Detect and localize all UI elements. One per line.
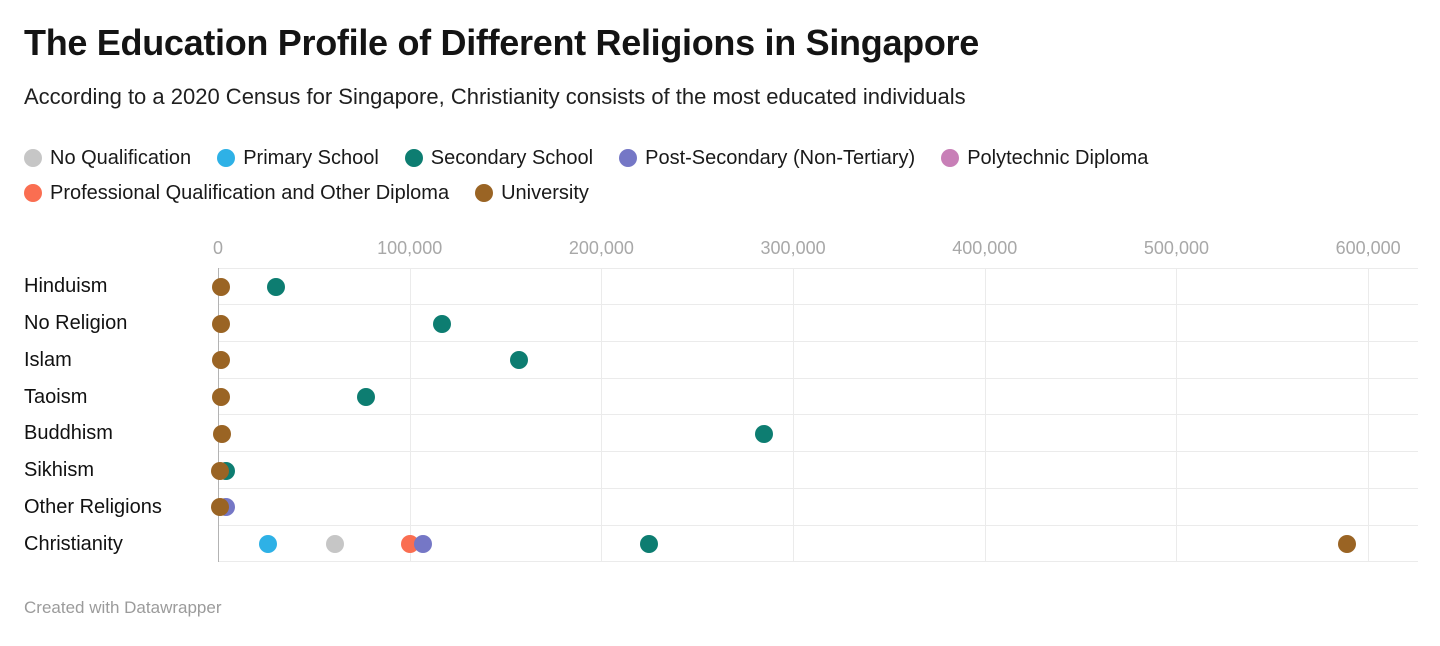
data-point-dot[interactable]	[325, 535, 344, 554]
data-point-dot[interactable]	[211, 388, 230, 407]
x-tick-label: 400,000	[952, 238, 1018, 259]
x-tick-label: 500,000	[1143, 238, 1209, 259]
legend-item: Polytechnic Diploma	[941, 145, 1148, 171]
legend-swatch-icon	[619, 149, 638, 168]
category-label: Hinduism	[24, 275, 108, 298]
y-axis-labels: Hinduism No Religion Islam Taoism Buddhism Si…	[24, 268, 218, 562]
category-label: Other Religions	[24, 495, 162, 518]
legend-item: Primary School	[217, 145, 379, 171]
legend-item: Post-Secondary (Non-Tertiary)	[619, 145, 915, 171]
legend-item: Secondary School	[404, 145, 594, 171]
dot-plot-chart: 0 100,000 200,000 300,000 400,000 500,000 600,…	[24, 238, 1418, 563]
data-point-dot[interactable]	[211, 351, 230, 370]
legend-swatch-icon	[217, 149, 236, 168]
data-point-dot[interactable]	[266, 277, 285, 296]
grid-line	[409, 268, 411, 563]
category-label: Sikhism	[24, 459, 95, 482]
row-band	[218, 452, 1418, 489]
row-band	[218, 305, 1418, 342]
x-tick-label: 100,000	[377, 238, 443, 259]
category-label: No Religion	[24, 312, 128, 335]
legend-label: Polytechnic Diploma	[967, 147, 1149, 170]
legend-label: Professional Qualification and Other Dip…	[50, 182, 450, 205]
x-tick-label: 600,000	[1335, 238, 1401, 259]
row-band	[218, 526, 1418, 563]
data-point-dot[interactable]	[212, 424, 231, 443]
legend-label: Secondary School	[430, 147, 594, 170]
row-band	[218, 268, 1418, 306]
plot-row: Hinduism No Religion Islam Taoism Buddhism Si…	[24, 268, 1418, 563]
data-point-dot[interactable]	[1338, 535, 1357, 554]
data-point-dot[interactable]	[258, 535, 277, 554]
row-band	[218, 379, 1418, 416]
data-point-dot[interactable]	[211, 277, 230, 296]
category-label: Christianity	[24, 532, 123, 555]
legend-swatch-icon	[404, 149, 423, 168]
x-tick-label: 0	[212, 238, 224, 259]
data-point-dot[interactable]	[640, 535, 659, 554]
legend-swatch-icon	[941, 149, 960, 168]
legend-item: University	[475, 180, 589, 206]
zero-axis-line	[218, 268, 219, 563]
data-point-dot[interactable]	[509, 351, 528, 370]
legend: No Qualification Primary School Secondary …	[24, 145, 1416, 206]
category-label: Islam	[24, 348, 72, 371]
grid-line	[1368, 268, 1370, 563]
x-tick-label: 200,000	[568, 238, 634, 259]
category-label: Buddhism	[24, 422, 113, 445]
row-band	[218, 489, 1418, 526]
grid-line	[793, 268, 795, 563]
chart-title: The Education Profile of Different Relig…	[24, 22, 979, 63]
legend-swatch-icon	[24, 184, 42, 203]
data-point-dot[interactable]	[755, 424, 774, 443]
plot-area	[211, 268, 1418, 563]
legend-item: Professional Qualification and Other Dip…	[24, 180, 449, 206]
x-axis: 0 100,000 200,000 300,000 400,000 500,000 600,…	[213, 238, 1418, 262]
chart-footer: Created with Datawrapper	[24, 598, 1416, 618]
legend-label: No Qualification	[50, 147, 192, 170]
data-point-dot[interactable]	[414, 535, 433, 554]
data-point-dot[interactable]	[211, 314, 230, 333]
data-point-dot[interactable]	[433, 314, 452, 333]
datawrapper-credit[interactable]: Created with Datawrapper	[24, 598, 222, 618]
legend-swatch-icon	[24, 149, 42, 168]
category-label: Taoism	[24, 385, 88, 408]
grid-line	[984, 268, 986, 563]
row-band	[218, 415, 1418, 453]
legend-label: Primary School	[243, 147, 379, 170]
legend-label: University	[501, 182, 589, 205]
legend-item: No Qualification	[24, 145, 191, 171]
data-point-dot[interactable]	[211, 498, 230, 517]
row-band	[218, 342, 1418, 379]
x-tick-label: 300,000	[760, 238, 826, 259]
grid-line	[601, 268, 603, 563]
grid-line	[1176, 268, 1178, 563]
row-bands	[218, 268, 1418, 563]
data-point-dot[interactable]	[211, 461, 230, 480]
chart-subtitle: According to a 2020 Census for Singapore…	[24, 84, 966, 110]
data-point-dot[interactable]	[356, 388, 375, 407]
legend-swatch-icon	[475, 184, 494, 203]
legend-label: Post-Secondary (Non-Tertiary)	[645, 147, 916, 170]
